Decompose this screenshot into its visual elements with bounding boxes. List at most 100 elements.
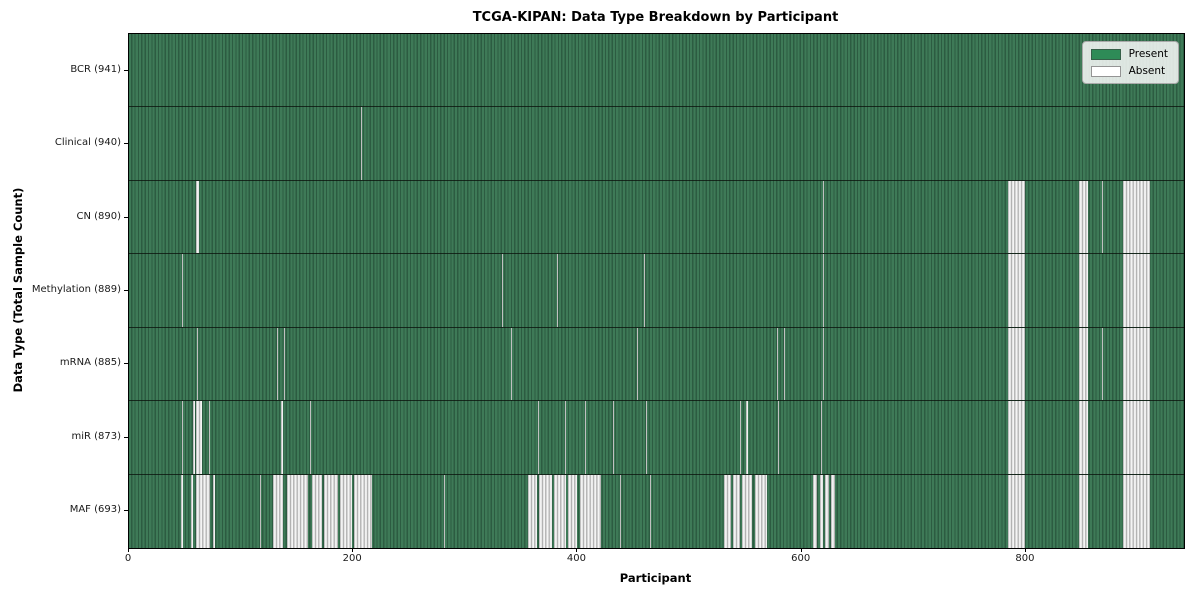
ytick-label-mRNA: mRNA (885) xyxy=(59,357,121,369)
ytick-label-CN: CN (890) xyxy=(76,210,121,222)
absent-band xyxy=(568,474,578,548)
absent-band xyxy=(822,254,825,327)
absent-band xyxy=(309,401,311,474)
absent-band xyxy=(636,327,638,401)
xtick-label-200: 200 xyxy=(342,553,362,564)
absent-band xyxy=(192,401,196,474)
legend-item-present: Present xyxy=(1090,48,1168,60)
heatmap-rows xyxy=(129,34,1184,548)
absent-band xyxy=(197,327,199,401)
absent-band xyxy=(812,474,818,548)
absent-band xyxy=(1102,180,1104,254)
xtick-mark xyxy=(352,548,354,552)
absent-band xyxy=(339,474,353,548)
ytick-mark xyxy=(124,143,128,145)
plot-area: Present Absent xyxy=(128,33,1185,549)
row-mRNA xyxy=(129,327,1184,402)
legend-present-label: Present xyxy=(1128,48,1168,60)
absent-band xyxy=(745,401,748,474)
legend: Present Absent xyxy=(1081,41,1179,84)
row-miR xyxy=(129,401,1184,475)
absent-band xyxy=(1123,474,1151,548)
ytick-label-Methylation: Methylation (889) xyxy=(31,284,121,295)
absent-band xyxy=(620,474,622,548)
row-Clinical xyxy=(129,107,1184,181)
absent-band xyxy=(287,474,309,548)
absent-band xyxy=(565,401,567,474)
absent-band xyxy=(830,474,836,548)
absent-band xyxy=(740,401,742,474)
absent-band xyxy=(213,474,216,548)
absent-band xyxy=(778,401,780,474)
xtick-mark xyxy=(800,548,802,552)
ytick-mark xyxy=(124,216,128,218)
ytick-mark xyxy=(124,363,128,365)
absent-band xyxy=(777,327,779,401)
absent-band xyxy=(1123,254,1151,327)
xtick-mark xyxy=(128,548,129,552)
absent-band xyxy=(825,474,829,548)
absent-band xyxy=(1078,180,1088,254)
absent-band xyxy=(538,401,540,474)
absent-band xyxy=(196,401,202,474)
absent-band xyxy=(283,327,285,401)
absent-band xyxy=(1007,254,1025,327)
absent-band xyxy=(822,327,825,401)
absent-band xyxy=(180,474,183,548)
row-CN xyxy=(129,180,1184,255)
absent-band xyxy=(783,327,785,401)
legend-absent-label: Absent xyxy=(1128,65,1166,77)
absent-band xyxy=(754,474,767,548)
ytick-mark xyxy=(124,69,128,71)
legend-item-absent: Absent xyxy=(1090,65,1168,77)
ytick-mark xyxy=(124,436,128,438)
absent-band xyxy=(281,401,283,474)
xtick-label-0: 0 xyxy=(124,553,132,564)
xtick-label-400: 400 xyxy=(566,553,586,564)
absent-band xyxy=(181,254,183,327)
absent-band xyxy=(1007,180,1025,254)
x-axis-label: Participant xyxy=(619,571,692,585)
absent-band xyxy=(190,474,193,548)
row-MAF xyxy=(129,474,1184,548)
absent-band xyxy=(557,254,559,327)
absent-band xyxy=(1102,327,1104,401)
xtick-mark xyxy=(1024,548,1026,552)
absent-band xyxy=(528,474,538,548)
xtick-mark xyxy=(576,548,578,552)
row-Methylation xyxy=(129,254,1184,328)
absent-band xyxy=(742,474,753,548)
legend-absent-swatch xyxy=(1090,65,1121,77)
ytick-label-Clinical: Clinical (940) xyxy=(54,137,121,149)
absent-band xyxy=(724,474,732,548)
absent-band xyxy=(822,180,825,254)
ytick-label-miR: miR (873) xyxy=(71,430,121,442)
absent-band xyxy=(1123,327,1151,401)
xtick-label-800: 800 xyxy=(1015,553,1035,564)
absent-band xyxy=(1123,401,1151,474)
absent-band xyxy=(819,474,823,548)
absent-band xyxy=(511,327,513,401)
xtick-label-600: 600 xyxy=(791,553,811,564)
absent-band xyxy=(645,401,647,474)
absent-band xyxy=(539,474,552,548)
absent-band xyxy=(196,474,210,548)
legend-present-swatch xyxy=(1090,48,1121,60)
absent-band xyxy=(1007,474,1025,548)
absent-band xyxy=(613,401,615,474)
absent-band xyxy=(733,474,741,548)
absent-band xyxy=(1078,474,1088,548)
ytick-label-MAF: MAF (693) xyxy=(69,504,121,516)
ytick-mark xyxy=(124,290,128,291)
row-BCR xyxy=(129,34,1184,108)
absent-band xyxy=(643,254,645,327)
absent-band xyxy=(354,474,373,548)
absent-band xyxy=(1078,401,1088,474)
absent-band xyxy=(1007,327,1025,401)
absent-band xyxy=(181,401,183,474)
ytick-mark xyxy=(124,510,128,512)
absent-band xyxy=(324,474,338,548)
chart-title: TCGA-KIPAN: Data Type Breakdown by Parti… xyxy=(472,10,839,25)
absent-band xyxy=(502,254,504,327)
